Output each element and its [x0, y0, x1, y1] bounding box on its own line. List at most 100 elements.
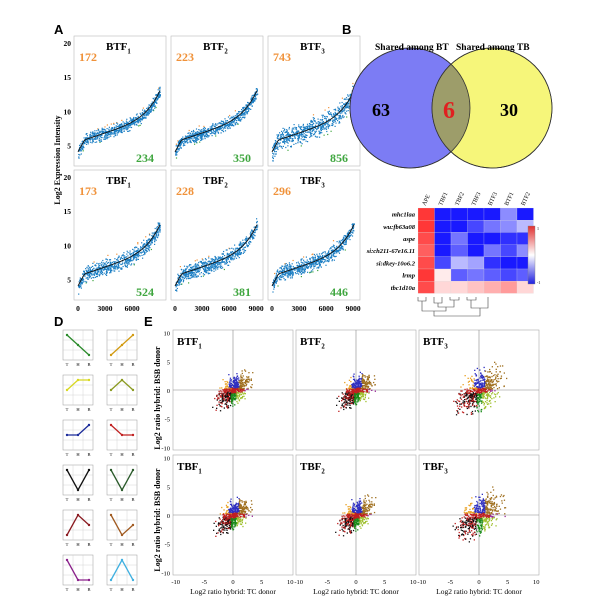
panel-a-xtick: 0 — [173, 304, 177, 313]
pattern-xlabel: H — [120, 587, 124, 592]
heatmap-cell — [516, 281, 534, 294]
venn-right-count: 30 — [500, 100, 518, 120]
venn-shared-count: 6 — [443, 98, 455, 124]
heatmap-dendrogram — [417, 297, 489, 317]
panel-e-ytick: 5 — [167, 359, 170, 366]
panel-e-xtick: 0 — [231, 579, 234, 586]
panel-a-xtick: 6000 — [319, 304, 334, 313]
pattern-xlabel: T — [110, 452, 113, 457]
heatmap-cell — [417, 281, 435, 294]
panel-a-plot-tbf3: TBF3 296 446 0 3000 6000 9000 — [267, 169, 361, 313]
venn-left-count: 63 — [372, 100, 390, 120]
panel-a-xtick: 9000 — [249, 304, 264, 313]
panel-e-plot-tbf2: TBF2 -10 -5 0 5 10 Log2 ratio hybrid: TC donor — [294, 454, 417, 596]
panel-a-xtick: 3000 — [98, 304, 113, 313]
heatmap-cell — [434, 244, 452, 257]
heatmap-cell — [417, 207, 435, 221]
heatmap-cell — [434, 207, 452, 221]
panel-e-xtick: -10 — [294, 579, 303, 586]
panel-letter-a: A — [54, 22, 64, 37]
heatmap-cell — [417, 220, 435, 233]
panel-e-xtick: -5 — [448, 579, 453, 586]
panel-e: Log2 ratio hybrid: BSB donor Log2 ratio … — [153, 329, 540, 596]
pattern-xlabel: B — [87, 542, 90, 547]
panel-a-ytick: 10 — [64, 241, 72, 250]
panel-a-ylabel: Log2 Expression Intensity — [53, 115, 62, 204]
panel-e-xtick: 5 — [383, 579, 386, 586]
heatmap-cell — [450, 207, 468, 221]
heatmap-cell — [450, 232, 468, 245]
panel-a-xtick: 6000 — [125, 304, 140, 313]
heatmap-cell — [434, 232, 452, 245]
heatmap-column-label: BTF3 — [488, 192, 499, 207]
pattern-xlabel: T — [66, 587, 69, 592]
pattern-xlabel: H — [76, 587, 80, 592]
panel-a-ytick: 10 — [64, 107, 72, 116]
heatmap-column-label: BTF1 — [504, 192, 515, 207]
pattern-xlabel: B — [131, 452, 134, 457]
heatmap-cell — [500, 256, 518, 270]
heatmap-row-label: tbc1d10a — [391, 285, 416, 292]
heatmap-column-label: TBF1 — [438, 192, 449, 207]
heatmap-cell — [434, 281, 452, 294]
heatmap-cell — [483, 268, 501, 282]
pattern-xlabel: T — [66, 542, 69, 547]
pattern-xlabel: H — [76, 497, 80, 502]
heatmap-cell — [450, 244, 468, 257]
panel-e-ytick: 10 — [164, 331, 171, 338]
heatmap-cell — [483, 244, 501, 257]
heatmap-cell — [500, 220, 518, 233]
panel-d: T H B T H B T H B T H B T H B T H B T H B T H B T H B T H B T H B T H B — [62, 329, 138, 592]
pattern-xlabel: B — [131, 497, 134, 502]
panel-a-xtick: 6000 — [222, 304, 237, 313]
pattern-xlabel: T — [66, 407, 69, 412]
heatmap-cell — [483, 207, 501, 221]
heatmap-row-label: mhc1laa — [392, 212, 416, 219]
pattern-xlabel: T — [110, 362, 113, 367]
heatmap-row-label: aspe — [403, 236, 415, 243]
panel-e-xlabel: Log2 ratio hybrid: TC donor — [190, 587, 276, 596]
panel-a-up-count: 228 — [176, 184, 194, 198]
panel-e-ytick: 0 — [167, 513, 170, 520]
panel-letter-d: D — [54, 314, 63, 329]
pattern-xlabel: T — [110, 542, 113, 547]
heatmap-column-label: BTF2 — [521, 192, 532, 207]
panel-a-up-count: 743 — [273, 50, 291, 64]
panel-e-title-tbf2: TBF2 — [300, 461, 325, 475]
pattern-xlabel: B — [131, 542, 134, 547]
panel-a-title-tbf3: TBF3 — [300, 175, 325, 189]
venn-right-label: Shared among TB — [456, 43, 530, 53]
panel-e-ytick: -10 — [161, 570, 170, 577]
pattern-xlabel: H — [76, 362, 80, 367]
pattern-xlabel: H — [120, 452, 124, 457]
heatmap-color-scale — [527, 225, 536, 285]
pattern-xlabel: H — [120, 497, 124, 502]
heatmap-cell — [483, 232, 501, 245]
heatmap-cell — [467, 256, 485, 270]
panel-a: Log2 Expression Intensity BTF1 172 234 5 10 1… — [53, 35, 361, 313]
panel-e-plot-tbf3: TBF3 -10 -5 0 5 10 Log2 ratio hybrid: TC donor — [417, 454, 540, 596]
panel-e-title-btf1: BTF1 — [177, 336, 202, 350]
heatmap-cell — [434, 220, 452, 233]
heatmap-cell — [500, 207, 518, 221]
panel-e-title-btf3: BTF3 — [423, 336, 448, 350]
heatmap-cell — [450, 256, 468, 270]
panel-e-xtick: 0 — [477, 579, 480, 586]
panel-a-ytick: 20 — [64, 39, 72, 48]
panel-e-plot-btf3: BTF3 — [418, 329, 540, 451]
heatmap-cell — [467, 207, 485, 221]
panel-e-xlabel: Log2 ratio hybrid: TC donor — [313, 587, 399, 596]
panel-a-plot-btf3: BTF3 743 856 — [267, 35, 361, 167]
panel-a-ytick: 5 — [67, 275, 71, 284]
heatmap-column-label: TBF3 — [471, 192, 482, 207]
panel-e-title-tbf3: TBF3 — [423, 461, 448, 475]
panel-e-ytick: -5 — [165, 542, 170, 549]
